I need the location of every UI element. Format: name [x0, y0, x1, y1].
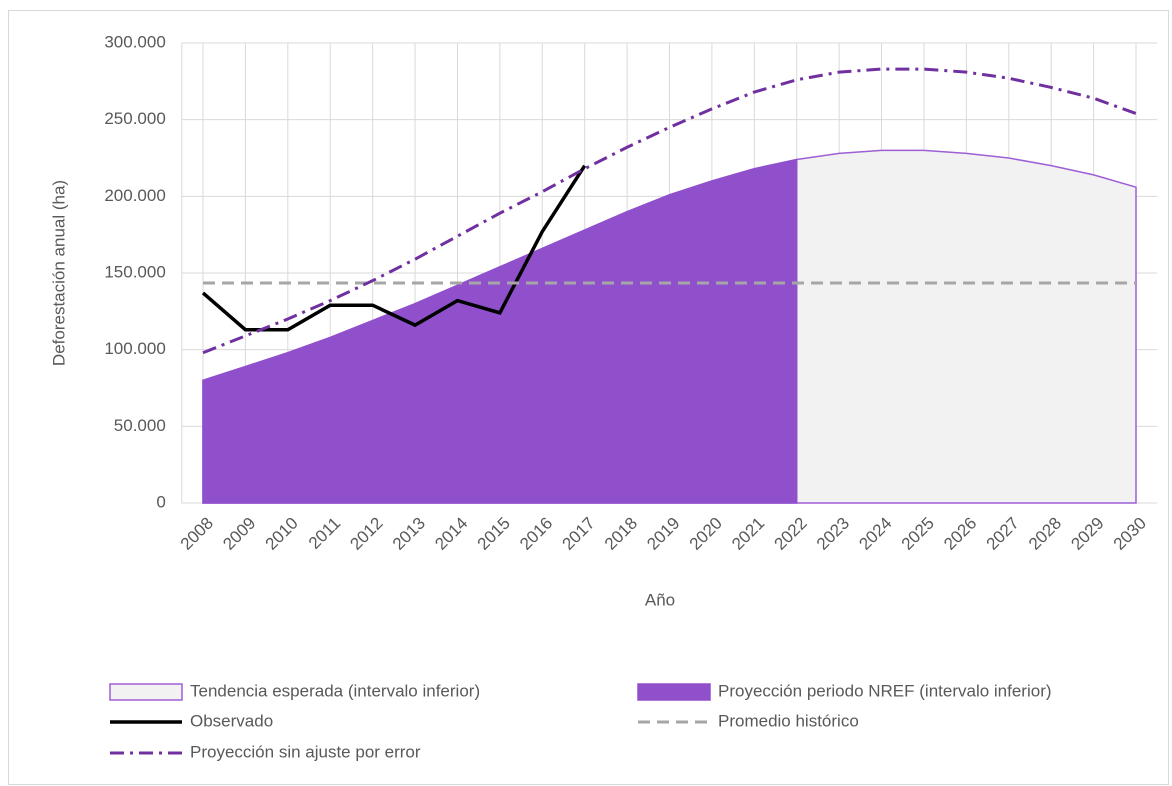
line — [201, 164, 587, 332]
y-tick-label: 0 — [156, 492, 165, 511]
y-tick-label: 100.000 — [104, 339, 165, 358]
legend-swatch — [637, 683, 711, 701]
y-tick-label: 50.000 — [114, 416, 166, 435]
x-axis-title: Año — [645, 590, 675, 609]
y-axis-title: Deforestación anual (ha) — [49, 180, 68, 366]
legend-label: Proyección sin ajuste por error — [190, 742, 421, 761]
legend-label: Promedio histórico — [718, 711, 859, 730]
y-tick-label: 150.000 — [104, 262, 165, 281]
legend-label: Tendencia esperada (intervalo inferior) — [190, 681, 480, 700]
legend-swatch — [109, 683, 183, 701]
y-tick-label: 300.000 — [104, 32, 165, 51]
legend-label: Proyección periodo NREF (intervalo infer… — [718, 681, 1052, 700]
area — [202, 158, 798, 504]
y-tick-label: 200.000 — [104, 186, 165, 205]
y-tick-label: 250.000 — [104, 109, 165, 128]
legend-label: Observado — [190, 711, 273, 730]
